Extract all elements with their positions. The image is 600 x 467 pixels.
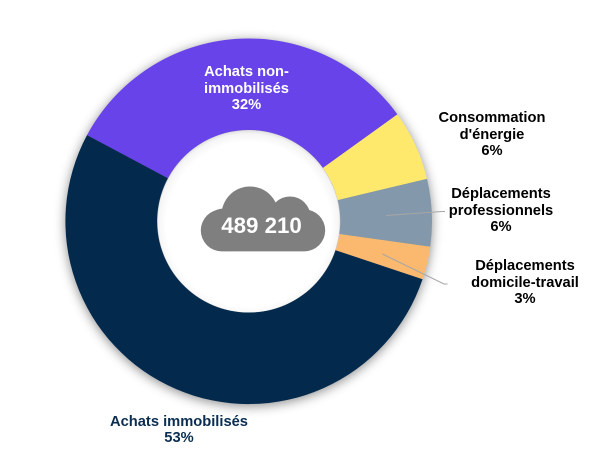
svg-text:489 210: 489 210 <box>221 213 302 238</box>
